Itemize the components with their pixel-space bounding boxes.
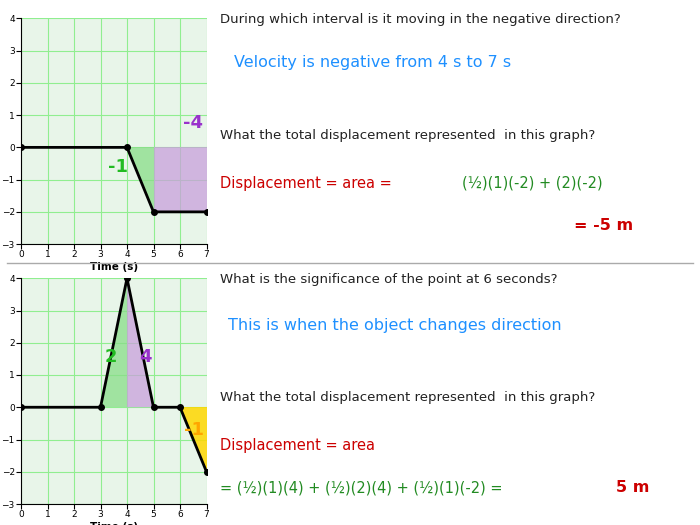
Text: 4: 4	[139, 348, 151, 366]
X-axis label: Time (s): Time (s)	[90, 262, 138, 272]
Text: What is the significance of the point at 6 seconds?: What is the significance of the point at…	[220, 273, 558, 286]
Polygon shape	[127, 148, 153, 212]
Text: During which interval is it moving in the negative direction?: During which interval is it moving in th…	[220, 13, 622, 26]
X-axis label: Time (s): Time (s)	[90, 522, 138, 525]
Text: 5 m: 5 m	[616, 480, 650, 496]
Text: = (½)(1)(4) + (½)(2)(4) + (½)(1)(-2) =: = (½)(1)(4) + (½)(2)(4) + (½)(1)(-2) =	[220, 480, 508, 496]
Polygon shape	[153, 148, 206, 212]
Text: Velocity is negative from 4 s to 7 s: Velocity is negative from 4 s to 7 s	[234, 55, 512, 70]
Text: This is when the object changes direction: This is when the object changes directio…	[228, 318, 561, 333]
Text: What the total displacement represented  in this graph?: What the total displacement represented …	[220, 129, 596, 142]
Text: What the total displacement represented  in this graph?: What the total displacement represented …	[220, 391, 596, 404]
Polygon shape	[101, 278, 127, 407]
Polygon shape	[180, 407, 206, 472]
Text: Displacement = area =: Displacement = area =	[220, 176, 397, 191]
Text: -1: -1	[184, 421, 204, 439]
Polygon shape	[127, 278, 153, 407]
Text: 2: 2	[104, 348, 117, 366]
Text: (½)(1)(-2) + (2)(-2): (½)(1)(-2) + (2)(-2)	[462, 176, 603, 191]
Text: Displacement = area: Displacement = area	[220, 438, 375, 454]
Text: -4: -4	[183, 114, 203, 132]
Text: -1: -1	[108, 158, 129, 175]
Text: = -5 m: = -5 m	[574, 218, 633, 233]
